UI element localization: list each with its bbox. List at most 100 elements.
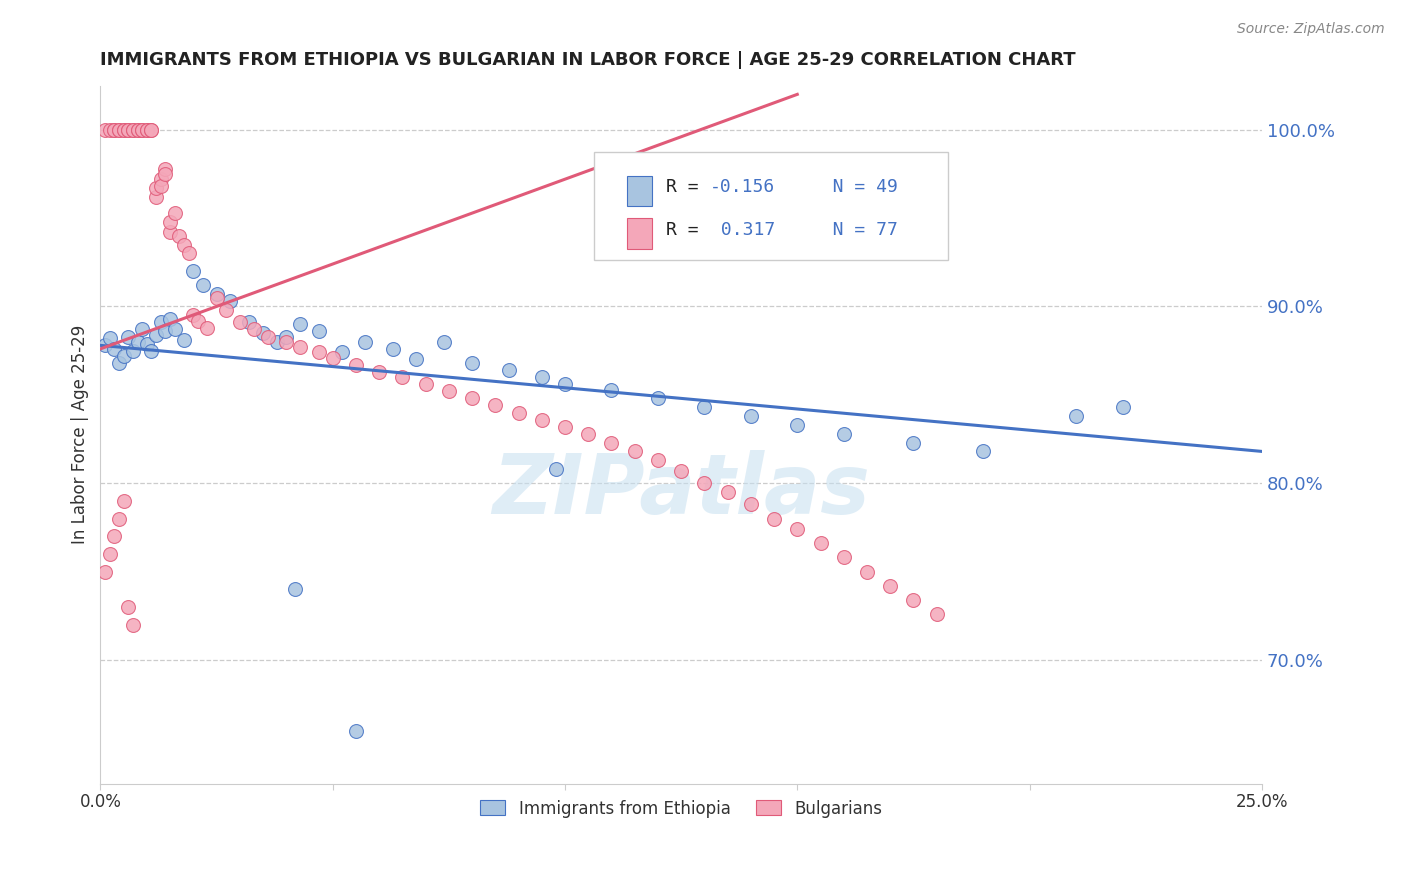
Point: [187, 313, 209, 327]
Point: [288, 317, 311, 331]
Point: [544, 462, 567, 476]
Point: [461, 392, 484, 406]
Point: [1111, 401, 1133, 415]
Point: [117, 329, 139, 343]
Point: [205, 291, 228, 305]
Point: [94, 122, 117, 136]
Point: [308, 345, 330, 359]
Point: [284, 582, 307, 597]
Point: [832, 426, 855, 441]
Point: [159, 214, 181, 228]
Point: [623, 444, 645, 458]
Point: [322, 351, 344, 365]
Point: [131, 122, 153, 136]
Point: [405, 352, 427, 367]
Point: [693, 476, 716, 491]
Point: [108, 511, 131, 525]
Y-axis label: In Labor Force | Age 25-29: In Labor Force | Age 25-29: [72, 325, 89, 544]
Point: [122, 343, 145, 358]
Point: [103, 529, 125, 543]
Point: [256, 329, 278, 343]
Text: 0.0%: 0.0%: [79, 793, 121, 811]
Point: [131, 122, 153, 136]
Legend: Immigrants from Ethiopia, Bulgarians: Immigrants from Ethiopia, Bulgarians: [474, 793, 889, 824]
Point: [693, 401, 716, 415]
Point: [972, 444, 994, 458]
Point: [266, 334, 288, 349]
Point: [149, 172, 172, 186]
Point: [903, 593, 925, 607]
Point: [103, 122, 125, 136]
Point: [856, 565, 879, 579]
Point: [135, 122, 157, 136]
Point: [177, 246, 200, 260]
Point: [786, 417, 808, 432]
Point: [169, 228, 191, 243]
Point: [127, 334, 149, 349]
Point: [308, 324, 330, 338]
Point: [330, 345, 353, 359]
Point: [103, 342, 125, 356]
Point: [554, 377, 576, 392]
Point: [98, 122, 121, 136]
Text: -0.156: -0.156: [710, 178, 776, 196]
Point: [191, 278, 214, 293]
Point: [117, 122, 139, 136]
Point: [600, 383, 623, 397]
Point: [205, 287, 228, 301]
Point: [112, 122, 135, 136]
Point: [810, 536, 832, 550]
FancyBboxPatch shape: [627, 176, 652, 206]
Point: [135, 122, 157, 136]
Point: [122, 122, 145, 136]
Point: [112, 494, 135, 508]
Text: R =: R =: [666, 178, 710, 196]
Point: [508, 405, 530, 419]
Point: [159, 225, 181, 239]
Point: [127, 122, 149, 136]
Point: [108, 122, 131, 136]
Point: [925, 607, 948, 621]
Point: [354, 334, 377, 349]
FancyBboxPatch shape: [593, 152, 948, 260]
Point: [98, 547, 121, 561]
Point: [600, 435, 623, 450]
Point: [108, 122, 131, 136]
Text: N = 49: N = 49: [800, 178, 897, 196]
Point: [155, 167, 177, 181]
Point: [433, 334, 456, 349]
Text: ZIPatlas: ZIPatlas: [492, 450, 870, 531]
Point: [149, 315, 172, 329]
Text: 0.317: 0.317: [710, 220, 776, 238]
Point: [159, 311, 181, 326]
Text: N = 77: N = 77: [800, 220, 897, 238]
Point: [484, 399, 506, 413]
Point: [740, 409, 762, 423]
Point: [368, 365, 391, 379]
Point: [530, 412, 553, 426]
Point: [903, 435, 925, 450]
Text: R =: R =: [666, 220, 720, 238]
Point: [530, 370, 553, 384]
Point: [122, 617, 145, 632]
Point: [173, 333, 195, 347]
Point: [576, 426, 599, 441]
Point: [141, 122, 163, 136]
Point: [238, 315, 260, 329]
Point: [219, 294, 242, 309]
Point: [415, 377, 437, 392]
Text: Source: ZipAtlas.com: Source: ZipAtlas.com: [1237, 22, 1385, 37]
Point: [461, 356, 484, 370]
Point: [437, 384, 460, 399]
Point: [163, 206, 186, 220]
Point: [122, 122, 145, 136]
Point: [181, 264, 204, 278]
Point: [98, 331, 121, 345]
Point: [252, 326, 274, 340]
Point: [127, 122, 149, 136]
Point: [740, 498, 762, 512]
Point: [155, 324, 177, 338]
Point: [763, 511, 786, 525]
Point: [141, 122, 163, 136]
Point: [94, 565, 117, 579]
